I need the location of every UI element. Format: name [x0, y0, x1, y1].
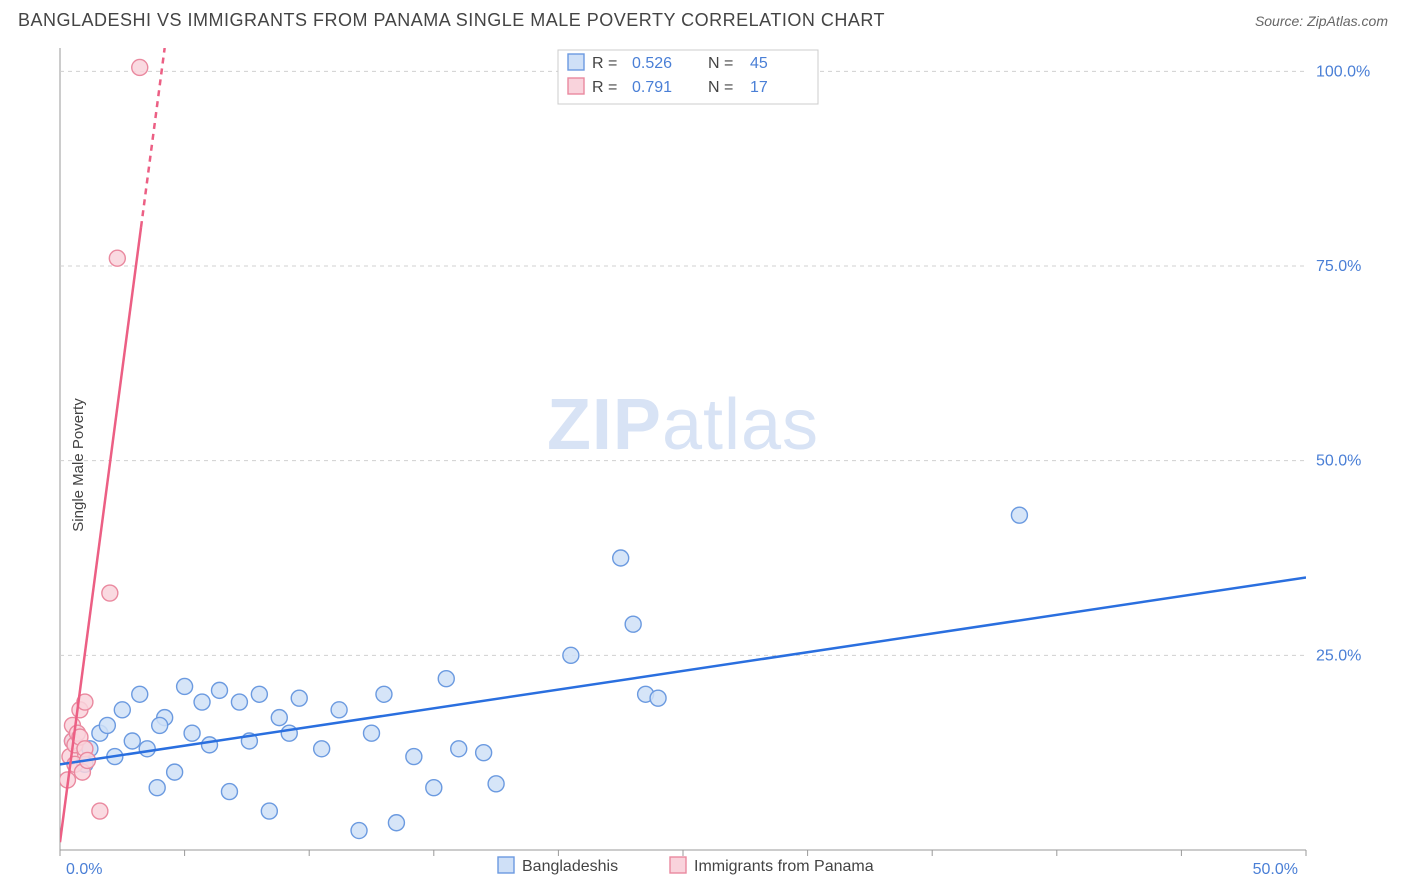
data-point [625, 616, 641, 632]
source-label: Source: ZipAtlas.com [1255, 13, 1388, 29]
x-tick-label: 0.0% [66, 861, 102, 878]
data-point [1011, 507, 1027, 523]
y-tick-label: 75.0% [1316, 258, 1361, 275]
data-point [563, 647, 579, 663]
data-point [364, 725, 380, 741]
data-point [92, 803, 108, 819]
trend-line-dashed [141, 48, 165, 227]
y-tick-label: 50.0% [1316, 453, 1361, 470]
data-point [177, 678, 193, 694]
data-point [314, 741, 330, 757]
data-point [114, 702, 130, 718]
stats-r-value: 0.526 [632, 55, 672, 72]
stats-r-label: R = [592, 79, 617, 96]
x-tick-label: 50.0% [1253, 861, 1298, 878]
legend-swatch [498, 857, 514, 873]
data-point [109, 250, 125, 266]
data-point [211, 682, 227, 698]
trend-line [60, 577, 1306, 764]
data-point [388, 815, 404, 831]
correlation-chart: 25.0% 50.0% 75.0% 100.0% 0.0% 50.0% ZIPatlas R … [18, 42, 1388, 888]
data-point [132, 59, 148, 75]
data-point [261, 803, 277, 819]
y-tick-label: 25.0% [1316, 647, 1361, 664]
data-point [331, 702, 347, 718]
data-point [124, 733, 140, 749]
data-point [132, 686, 148, 702]
stats-r-label: R = [592, 55, 617, 72]
stats-n-value: 17 [750, 79, 768, 96]
legend-swatch [670, 857, 686, 873]
y-axis-label: Single Male Poverty [70, 398, 87, 531]
watermark: ZIPatlas [547, 385, 819, 465]
data-point [438, 671, 454, 687]
stats-swatch [568, 78, 584, 94]
data-point [351, 823, 367, 839]
data-point [271, 710, 287, 726]
stats-r-value: 0.791 [632, 79, 672, 96]
data-point [281, 725, 297, 741]
data-point [167, 764, 183, 780]
y-tick-label: 100.0% [1316, 63, 1370, 80]
data-point [102, 585, 118, 601]
data-point [99, 717, 115, 733]
data-point [202, 737, 218, 753]
chart-title: BANGLADESHI VS IMMIGRANTS FROM PANAMA SI… [18, 10, 885, 31]
data-point [426, 780, 442, 796]
stats-n-label: N = [708, 55, 733, 72]
stats-n-value: 45 [750, 55, 768, 72]
stats-n-label: N = [708, 79, 733, 96]
data-point [291, 690, 307, 706]
data-point [650, 690, 666, 706]
data-point [488, 776, 504, 792]
data-point [451, 741, 467, 757]
trend-line [60, 227, 141, 842]
data-point [376, 686, 392, 702]
data-point [152, 717, 168, 733]
data-point [149, 780, 165, 796]
data-point [251, 686, 267, 702]
legend-label: Bangladeshis [522, 858, 618, 875]
data-point [406, 749, 422, 765]
data-point [221, 784, 237, 800]
stats-swatch [568, 54, 584, 70]
data-point [231, 694, 247, 710]
legend-label: Immigrants from Panama [694, 858, 874, 875]
data-point [613, 550, 629, 566]
data-point [184, 725, 200, 741]
data-point [194, 694, 210, 710]
data-point [476, 745, 492, 761]
data-point [139, 741, 155, 757]
